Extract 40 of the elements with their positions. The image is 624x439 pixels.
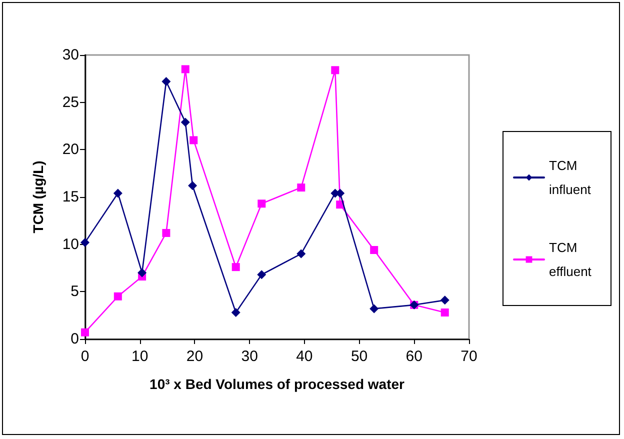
point: [331, 66, 340, 74]
point: [231, 308, 240, 317]
point: [188, 181, 198, 190]
x-tick-label: 40: [296, 348, 313, 365]
x-tick-label: 10: [132, 348, 148, 365]
point: [370, 304, 379, 314]
y-tick-label: 20: [62, 141, 79, 158]
y-tick-label: 0: [70, 330, 79, 348]
y-tick-label: 25: [62, 94, 79, 111]
x-tick-label: 20: [186, 348, 204, 365]
point: [440, 308, 449, 316]
point: [181, 65, 190, 74]
x-axis-title: 10³ x Bed Volumes of processed water: [150, 376, 406, 392]
point: [81, 328, 89, 336]
point: [370, 246, 378, 254]
point: [113, 188, 122, 198]
y-tick-label: 10: [62, 236, 79, 253]
y-tick-label: 15: [62, 188, 79, 206]
legend-label: TCM effluent: [549, 240, 592, 279]
point: [180, 118, 190, 127]
point: [297, 184, 306, 192]
point: [232, 263, 240, 272]
x-tick-label: 30: [241, 348, 258, 365]
point: [440, 296, 450, 305]
point: [296, 249, 306, 258]
point: [80, 238, 90, 247]
point: [162, 228, 170, 237]
legend-label: TCM influent: [549, 158, 592, 197]
x-tick-label: 60: [406, 348, 422, 365]
point: [258, 200, 266, 208]
y-tick-label: 5: [70, 283, 79, 300]
point: [162, 77, 171, 86]
x-tick-label: 70: [460, 348, 478, 365]
point: [257, 270, 266, 280]
point: [114, 292, 122, 300]
point: [138, 268, 147, 278]
y-tick-label: 30: [62, 46, 79, 64]
y-axis-title: TCM (µg/L): [30, 160, 46, 234]
x-tick-label: 50: [350, 348, 368, 365]
point: [190, 136, 198, 144]
